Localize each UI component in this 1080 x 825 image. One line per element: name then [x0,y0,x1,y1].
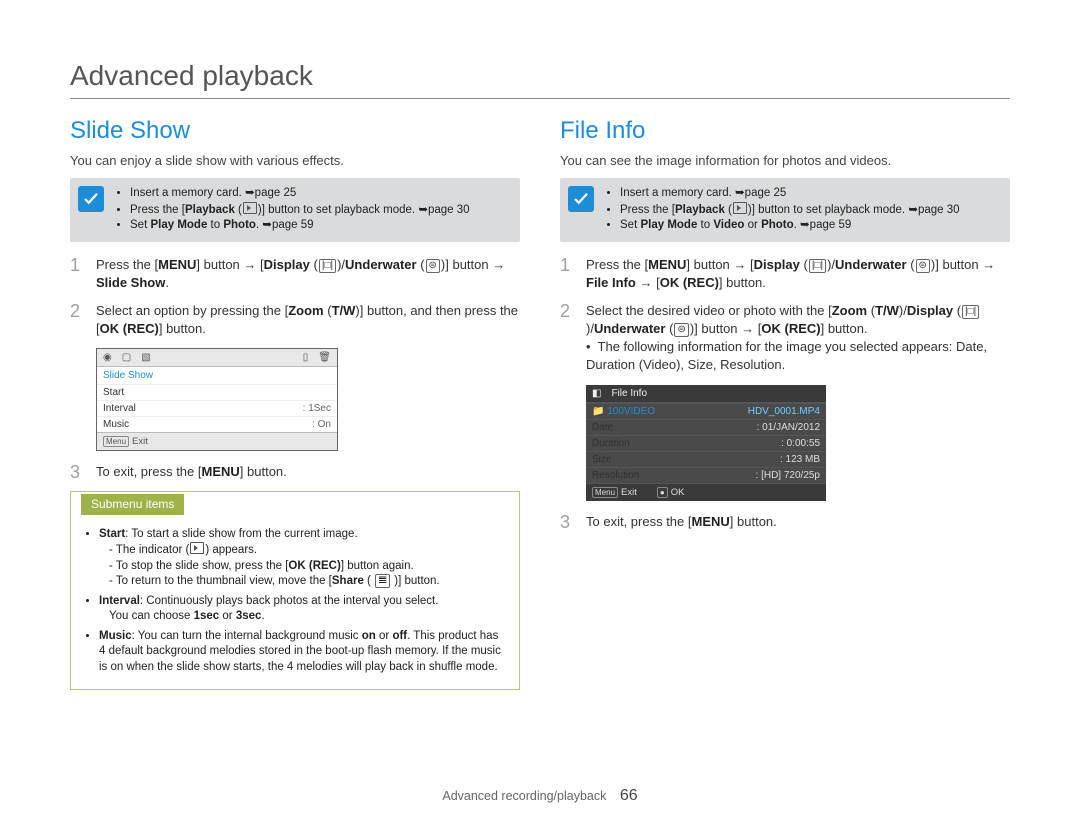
prereq-list-right: Insert a memory card. ➥page 25Press the … [604,186,960,234]
page-number: 66 [620,787,638,804]
list-item: Press the [Playback ()] button to set pl… [620,202,960,219]
step-number: 2 [70,302,84,338]
step-number: 3 [560,513,574,531]
list-item: Music: You can turn the internal backgro… [99,629,507,676]
step-number: 3 [70,463,84,481]
prereq-card-right: Insert a memory card. ➥page 25Press the … [560,178,1010,242]
step-item: 3 To exit, press the [MENU] button. [70,463,520,481]
file-info-heading: File Info [560,117,1010,145]
step-text: Press the [MENU] button → [Display (|□|)… [96,256,520,292]
page-title: Advanced playback [70,60,1010,99]
step-item: 2Select the desired video or photo with … [560,302,1010,375]
footer-label: Advanced recording/playback [442,789,606,803]
list-item: Set Play Mode to Video or Photo. ➥page 5… [620,218,960,234]
submenu-heading: Submenu items [81,494,184,514]
step-text: To exit, press the [MENU] button. [586,513,777,531]
steps-left: 1 Press the [MENU] button → [Display (|□|… [70,256,520,482]
file-info-intro: You can see the image information for ph… [560,153,1010,168]
slide-show-column: Slide Show You can enjoy a slide show wi… [70,117,520,690]
list-item: Set Play Mode to Photo. ➥page 59 [130,218,470,234]
submenu-box: Submenu items Start: To start a slide sh… [70,491,520,690]
slide-show-screen: ◉▢▧▯🗑Slide ShowStartInterval: 1SecMusic:… [96,348,338,451]
check-icon [568,186,594,212]
step-text: Press the [MENU] button → [Display (|□|)… [586,256,1010,292]
file-info-column: File Info You can see the image informat… [560,117,1010,690]
list-item: Press the [Playback ()] button to set pl… [130,202,470,219]
step-item: 3 To exit, press the [MENU] button. [560,513,1010,531]
step-text: Select an option by pressing the [Zoom (… [96,302,520,338]
step-item: 1 Press the [MENU] button → [Display (|□|… [70,256,520,292]
prereq-card-left: Insert a memory card. ➥page 25Press the … [70,178,520,242]
check-icon [78,186,104,212]
step-item: 2 Select an option by pressing the [Zoom … [70,302,520,338]
prereq-list-left: Insert a memory card. ➥page 25Press the … [114,186,470,234]
list-item: Insert a memory card. ➥page 25 [130,186,470,202]
step-number: 2 [560,302,574,375]
step-text: To exit, press the [MENU] button. [96,463,287,481]
list-item: Interval: Continuously plays back photos… [99,594,507,625]
slide-show-intro: You can enjoy a slide show with various … [70,153,520,168]
list-item: Start: To start a slide show from the cu… [99,527,507,590]
submenu-list: Start: To start a slide show from the cu… [83,527,507,676]
slide-show-heading: Slide Show [70,117,520,145]
manual-page: Advanced playback Slide Show You can enj… [0,0,1080,825]
step-text: Select the desired video or photo with t… [586,302,1010,375]
page-footer: Advanced recording/playback 66 [0,787,1080,805]
list-item: Insert a memory card. ➥page 25 [620,186,960,202]
step-number: 1 [560,256,574,292]
steps-right: 1 Press the [MENU] button → [Display (|□|… [560,256,1010,531]
file-info-screen: ◧File Info📁 100VIDEOHDV_0001.MP4Date: 01… [586,385,826,501]
step-number: 1 [70,256,84,292]
two-column-layout: Slide Show You can enjoy a slide show wi… [70,117,1010,690]
step-item: 1 Press the [MENU] button → [Display (|□|… [560,256,1010,292]
